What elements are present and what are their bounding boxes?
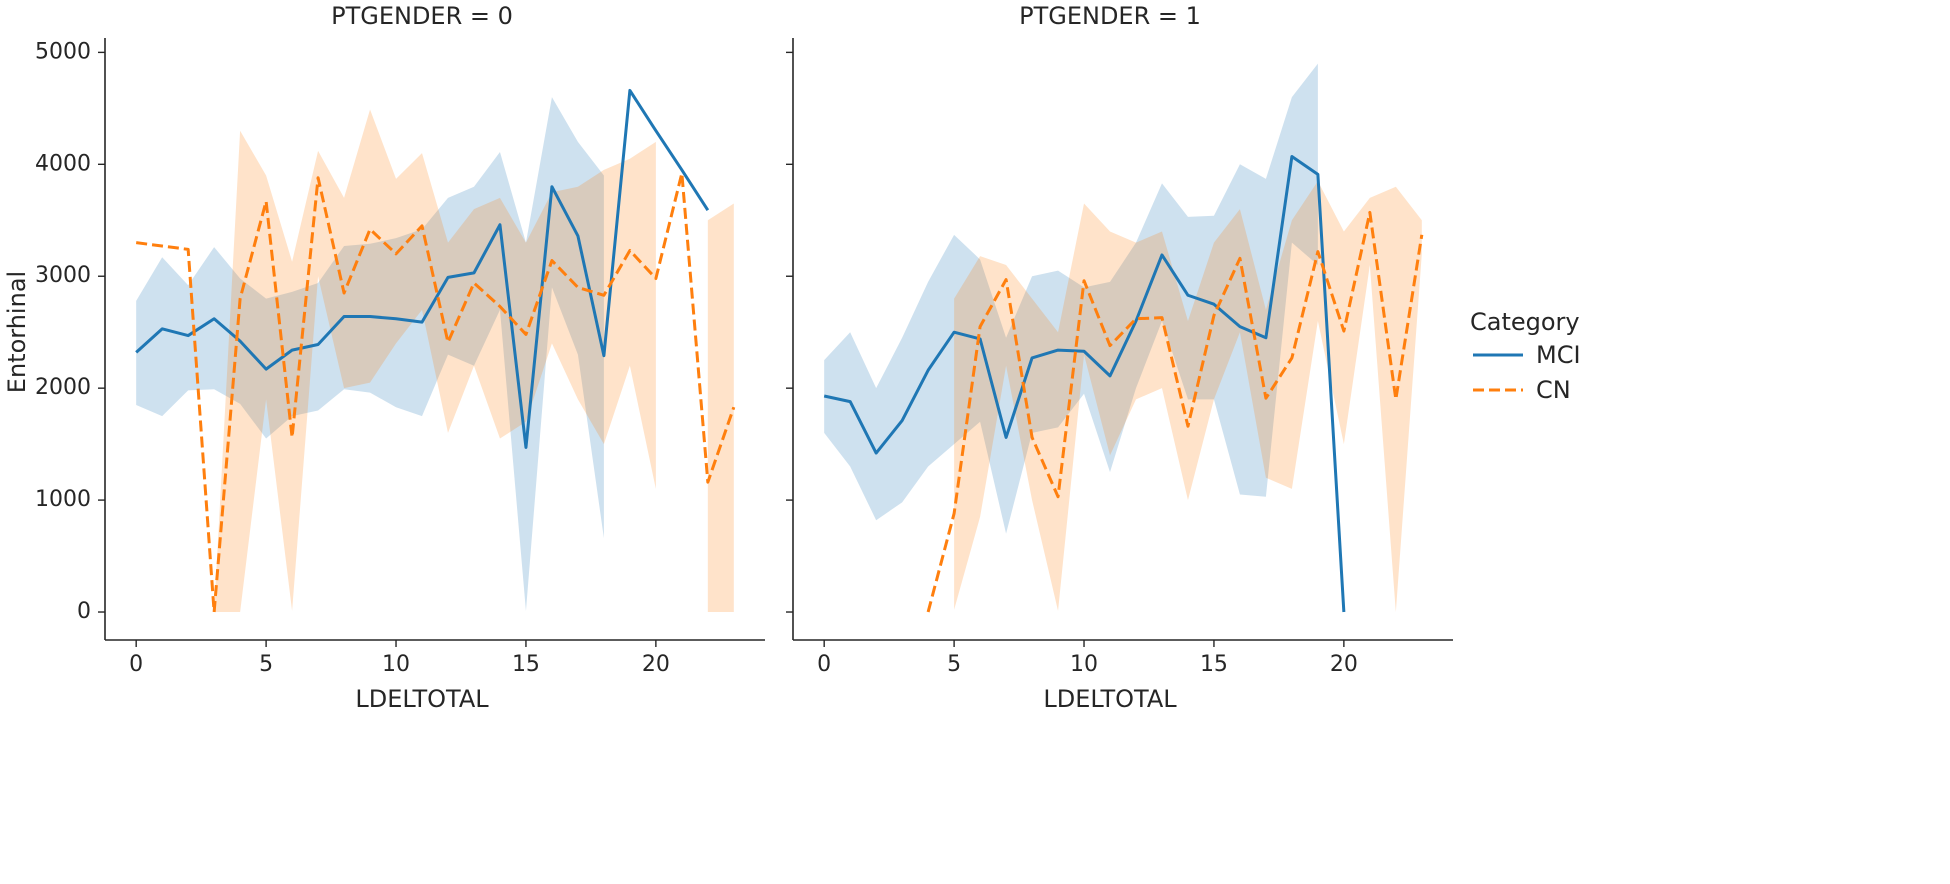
x-tick-label: 0 <box>817 652 831 677</box>
line-mci <box>823 154 1346 613</box>
x-tick-label: 5 <box>947 652 961 677</box>
confidence-band-cn <box>707 203 734 613</box>
series-lines <box>823 154 1424 613</box>
x-tick-label: 15 <box>512 652 540 677</box>
legend-label-mci: MCI <box>1536 341 1581 369</box>
confidence-band-cn <box>954 181 1422 613</box>
legend-title: Category <box>1470 308 1580 336</box>
x-tick-label: 5 <box>259 652 273 677</box>
y-tick-label: 4000 <box>35 151 91 176</box>
facet-ptgender-1: PTGENDER = 1 LDELTOTAL 0 5 10 15 20 <box>786 2 1453 713</box>
y-tick-label: 5000 <box>35 39 91 64</box>
facet-ptgender-0: PTGENDER = 0 LDELTOTAL 0 5 10 15 20 0 1000 2000… <box>35 2 765 713</box>
confidence-bands <box>824 63 1422 613</box>
x-axis-label: LDELTOTAL <box>1043 685 1177 713</box>
line-mci <box>135 88 710 449</box>
legend: Category MCI CN <box>1470 308 1581 404</box>
x-tick-label: 10 <box>382 652 410 677</box>
confidence-band-mci <box>824 63 1318 534</box>
x-tick-label: 15 <box>1200 652 1228 677</box>
line-cn <box>135 171 736 614</box>
x-tick-label: 20 <box>1330 652 1358 677</box>
legend-label-cn: CN <box>1536 376 1571 404</box>
axes: 0 5 10 15 20 0 1000 2000 3000 4000 5000 <box>35 38 765 677</box>
confidence-bands <box>136 97 734 613</box>
y-axis-label: Entorhinal <box>3 271 31 393</box>
series-lines <box>135 88 736 614</box>
axes: 0 5 10 15 20 <box>786 38 1453 677</box>
facet-title: PTGENDER = 0 <box>331 2 513 30</box>
y-tick-label: 3000 <box>35 263 91 288</box>
confidence-band-mci <box>136 97 604 611</box>
x-tick-label: 20 <box>642 652 670 677</box>
y-tick-label: 1000 <box>35 487 91 512</box>
x-tick-label: 10 <box>1070 652 1098 677</box>
facet-title: PTGENDER = 1 <box>1019 2 1201 30</box>
x-tick-label: 0 <box>129 652 143 677</box>
confidence-band-cn <box>214 109 656 613</box>
line-cn <box>926 210 1424 613</box>
y-tick-label: 2000 <box>35 375 91 400</box>
y-tick-label: 0 <box>77 599 91 624</box>
x-axis-label: LDELTOTAL <box>355 685 489 713</box>
